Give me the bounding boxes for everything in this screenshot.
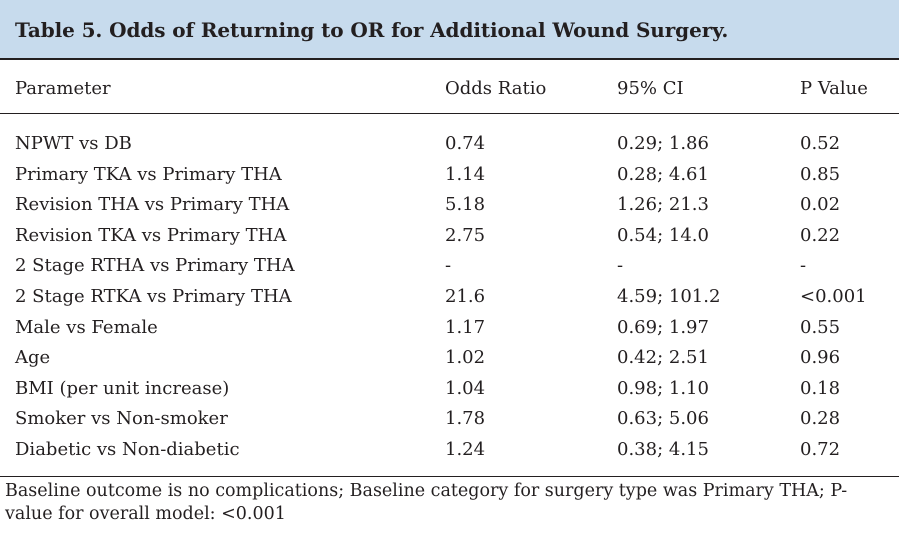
table-footnote: Baseline outcome is no complications; Ba…: [5, 481, 848, 524]
parameter-cell: Revision THA vs Primary THA: [15, 194, 290, 216]
p-value-cell: 0.18: [800, 377, 841, 399]
parameter-cell: BMI (per unit increase): [15, 377, 230, 399]
p-value-cell: 0.96: [800, 347, 841, 369]
ci-cell: -: [617, 255, 624, 277]
odds-ratio-cell: 1.78: [445, 408, 486, 430]
table-row: Smoker vs Non-smoker 1.78 0.63; 5.06 0.28: [0, 404, 899, 434]
odds-ratio-cell: 5.18: [445, 194, 486, 216]
header-95-ci: 95% CI: [617, 78, 684, 99]
table-row: Male vs Female 1.17 0.69; 1.97 0.55: [0, 313, 899, 343]
parameter-cell: Primary TKA vs Primary THA: [15, 163, 282, 185]
odds-ratio-cell: 1.04: [445, 377, 486, 399]
table-row: BMI (per unit increase) 1.04 0.98; 1.10 0.1…: [0, 374, 899, 404]
p-value-cell: 0.28: [800, 408, 841, 430]
ci-cell: 0.54; 14.0: [617, 224, 709, 246]
table-row: Revision THA vs Primary THA 5.18 1.26; 21.…: [0, 190, 899, 220]
parameter-cell: Age: [15, 347, 51, 369]
parameter-cell: Smoker vs Non-smoker: [15, 408, 228, 430]
header-parameter: Parameter: [15, 78, 111, 99]
table-row: NPWT vs DB 0.74 0.29; 1.86 0.52: [0, 129, 899, 159]
parameter-cell: Revision TKA vs Primary THA: [15, 224, 287, 246]
ci-cell: 0.28; 4.61: [617, 163, 709, 185]
table-title: Table 5. Odds of Returning to OR for Add…: [15, 18, 729, 42]
parameter-cell: 2 Stage RTHA vs Primary THA: [15, 255, 295, 277]
odds-ratio-cell: 2.75: [445, 224, 486, 246]
parameter-cell: NPWT vs DB: [15, 133, 132, 154]
header-odds-ratio: Odds Ratio: [445, 78, 547, 99]
p-value-cell: 0.55: [800, 316, 841, 338]
p-value-cell: 0.85: [800, 163, 841, 185]
p-value-cell: 0.72: [800, 439, 841, 460]
table-row: Age 1.02 0.42; 2.51 0.96: [0, 343, 899, 373]
p-value-cell: -: [800, 255, 807, 277]
p-value-cell: 0.22: [800, 224, 841, 246]
ci-cell: 0.63; 5.06: [617, 408, 709, 430]
table-row: Diabetic vs Non-diabetic 1.24 0.38; 4.15 0.…: [0, 435, 899, 465]
ci-cell: 4.59; 101.2: [617, 286, 721, 307]
parameter-cell: Male vs Female: [15, 316, 158, 338]
ci-cell: 0.38; 4.15: [617, 439, 709, 460]
ci-cell: 0.29; 1.86: [617, 133, 709, 154]
ci-cell: 0.42; 2.51: [617, 347, 709, 369]
ci-cell: 0.98; 1.10: [617, 377, 709, 399]
ci-cell: 0.69; 1.97: [617, 316, 709, 338]
odds-ratio-cell: 1.02: [445, 347, 486, 369]
p-value-cell: 0.02: [800, 194, 841, 216]
parameter-cell: 2 Stage RTKA vs Primary THA: [15, 286, 292, 307]
p-value-cell: <0.001: [800, 286, 867, 307]
table-row: 2 Stage RTHA vs Primary THA - - -: [0, 251, 899, 281]
header-p-value: P Value: [800, 78, 868, 99]
odds-ratio-cell: 21.6: [445, 286, 486, 307]
header-divider: [0, 113, 899, 114]
odds-ratio-cell: 1.17: [445, 316, 486, 338]
odds-ratio-cell: 1.14: [445, 163, 486, 185]
odds-ratio-cell: 1.24: [445, 439, 486, 460]
odds-ratio-cell: 0.74: [445, 133, 486, 154]
p-value-cell: 0.52: [800, 133, 841, 154]
table-row: Primary TKA vs Primary THA 1.14 0.28; 4.61…: [0, 160, 899, 190]
parameter-cell: Diabetic vs Non-diabetic: [15, 439, 240, 460]
table-row: 2 Stage RTKA vs Primary THA 21.6 4.59; 101…: [0, 282, 899, 312]
ci-cell: 1.26; 21.3: [617, 194, 709, 216]
table-bottom-rule: [0, 476, 899, 477]
odds-ratio-cell: -: [445, 255, 452, 277]
table-header-row: Parameter Odds Ratio 95% CI P Value: [0, 74, 899, 104]
table-row: Revision TKA vs Primary THA 2.75 0.54; 14.…: [0, 221, 899, 251]
table-title-bar: Table 5. Odds of Returning to OR for Add…: [0, 0, 899, 60]
